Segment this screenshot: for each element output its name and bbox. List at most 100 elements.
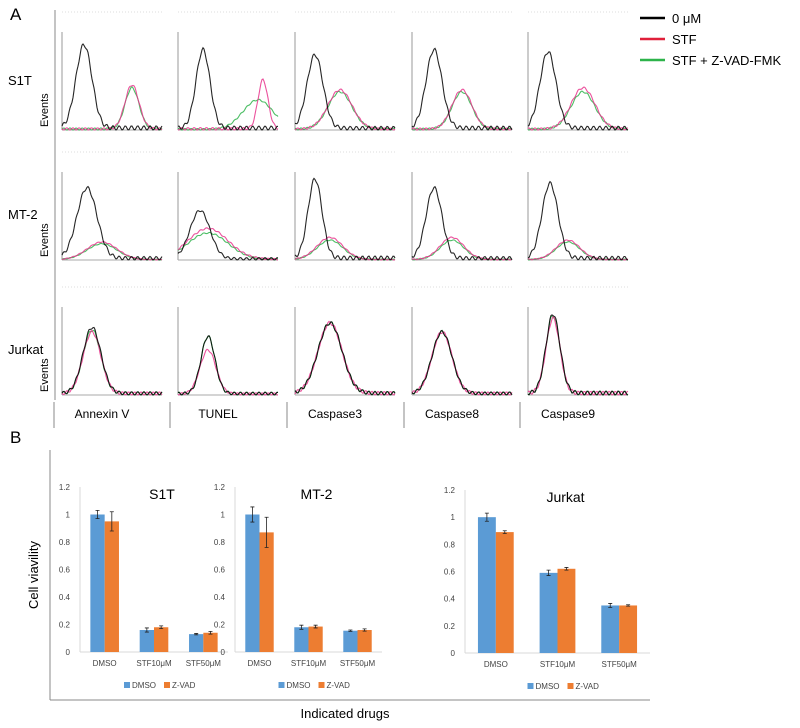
error-bar xyxy=(144,627,149,633)
x-tick-label: DMSO xyxy=(93,659,117,668)
bar-Z-VAD-STF50μM xyxy=(203,632,218,652)
bar-DMSO-STF10μM xyxy=(539,572,558,653)
x-tick-label: STF10μM xyxy=(136,659,172,668)
x-tick-label: STF50μM xyxy=(186,659,222,668)
error-bar xyxy=(159,625,164,630)
histogram-curve-0 μM xyxy=(294,177,396,261)
column-label: Caspase8 xyxy=(425,407,479,421)
histogram-curve-0 μM xyxy=(177,46,279,131)
y-tick-label: 1.2 xyxy=(59,483,71,492)
legend-swatch-Z-VAD xyxy=(318,682,325,688)
events-axis-label: Events xyxy=(39,93,51,127)
column-label: TUNEL xyxy=(198,407,238,421)
y-tick-label: 1 xyxy=(451,513,456,522)
y-tick-label: 1 xyxy=(66,511,71,520)
x-axis-label: Indicated drugs xyxy=(301,706,390,721)
error-bar xyxy=(313,624,318,629)
column-label: Caspase3 xyxy=(308,407,362,421)
histogram-curve-0 μM xyxy=(294,321,396,396)
error-bar xyxy=(299,624,304,630)
bar-Z-VAD-STF50μM xyxy=(357,630,372,652)
error-bar xyxy=(194,633,199,636)
histogram-MT-2-4 xyxy=(527,151,629,261)
x-tick-label: STF10μM xyxy=(540,660,576,669)
x-tick-label: DMSO xyxy=(248,659,272,668)
histogram-S1T-1 xyxy=(177,11,279,131)
histogram-MT-2-3 xyxy=(411,151,513,261)
histogram-MT-2-0 xyxy=(61,151,163,261)
bar-chart-Jurkat: 0 0.2 0.4 0.6 0.8 1 1.2 Jurkat DMSO STF10μM STF50μ… xyxy=(444,486,650,691)
events-axis-label: Events xyxy=(39,358,51,392)
y-tick-label: 0 xyxy=(221,648,226,657)
chart-title: S1T xyxy=(149,486,175,502)
error-bar xyxy=(626,604,631,607)
y-tick-label: 0.8 xyxy=(444,540,456,549)
y-tick-label: 0.6 xyxy=(59,566,71,575)
error-bar xyxy=(95,509,100,520)
y-tick-label: 0.4 xyxy=(444,595,456,604)
bar-chart-MT-2: 0 0.2 0.4 0.6 0.8 1 1.2 MT-2 DMSO STF10μM STF50μM D… xyxy=(214,483,382,690)
histogram-Jurkat-0 xyxy=(61,286,163,396)
histogram-curve-0 μM xyxy=(527,180,629,261)
histogram-MT-2-2 xyxy=(294,151,396,261)
error-bar xyxy=(546,569,551,576)
y-tick-label: 1.2 xyxy=(214,483,226,492)
histogram-S1T-4 xyxy=(527,11,629,131)
y-tick-label: 0.6 xyxy=(444,568,456,577)
histogram-curve-STF + Z-VAD-FMK xyxy=(177,231,279,261)
error-bar xyxy=(502,530,507,534)
y-tick-label: 0.4 xyxy=(214,593,226,602)
legend-label: 0 μM xyxy=(672,11,701,26)
legend-swatch-Z-VAD xyxy=(567,683,574,689)
bar-Z-VAD-DMSO xyxy=(104,521,119,652)
bar-DMSO-DMSO xyxy=(477,517,496,653)
histogram-curve-0 μM xyxy=(411,185,513,261)
error-bar xyxy=(348,629,353,632)
y-tick-label: 0 xyxy=(451,649,456,658)
histogram-curve-STF xyxy=(177,227,279,261)
bar-Z-VAD-STF10μM xyxy=(154,627,169,652)
legend-label: STF xyxy=(672,32,697,47)
row-label: S1T xyxy=(8,73,32,88)
panel-a-label: A xyxy=(10,5,22,24)
bar-DMSO-STF10μM xyxy=(139,630,154,652)
histogram-curve-STF xyxy=(527,316,629,396)
histogram-curve-0 μM xyxy=(527,314,629,396)
histogram-curve-STF + Z-VAD-FMK xyxy=(294,90,396,131)
histogram-curve-0 μM xyxy=(61,185,163,261)
bar-DMSO-STF50μM xyxy=(343,630,358,652)
legend-swatch-Z-VAD xyxy=(164,682,170,688)
error-bar xyxy=(109,511,114,532)
error-bar xyxy=(564,567,569,571)
legend-swatch-DMSO xyxy=(124,682,130,688)
histogram-curve-STF xyxy=(177,348,279,396)
histogram-curve-STF xyxy=(294,88,396,131)
histogram-curve-STF xyxy=(527,86,629,131)
histogram-curve-STF xyxy=(61,329,163,396)
bar-Z-VAD-STF50μM xyxy=(619,605,638,653)
histogram-S1T-3 xyxy=(411,11,513,131)
bar-Z-VAD-DMSO xyxy=(259,532,274,652)
legend-swatch-DMSO xyxy=(527,683,534,689)
bar-Z-VAD-STF10μM xyxy=(308,626,323,652)
legend-swatch-DMSO xyxy=(278,682,285,688)
histogram-curve-0 μM xyxy=(61,326,163,396)
bar-DMSO-DMSO xyxy=(245,514,260,652)
legend-label: Z-VAD xyxy=(576,682,600,691)
histogram-Jurkat-3 xyxy=(411,286,513,396)
bar-chart-S1T: 0 0.2 0.4 0.6 0.8 1 1.2 S1T DMSO STF10μM STF50μM DM… xyxy=(59,483,228,690)
histogram-S1T-0 xyxy=(61,11,163,131)
histogram-curve-STF xyxy=(411,88,513,131)
histogram-curve-0 μM xyxy=(294,53,396,131)
y-tick-label: 0 xyxy=(66,648,71,657)
histogram-Jurkat-2 xyxy=(294,286,396,396)
y-tick-label: 1.2 xyxy=(444,486,456,495)
legend-label: DMSO xyxy=(132,681,156,690)
legend-label: Z-VAD xyxy=(172,681,196,690)
legend-label: DMSO xyxy=(536,682,560,691)
error-bar xyxy=(608,603,613,608)
error-bar xyxy=(250,506,255,523)
